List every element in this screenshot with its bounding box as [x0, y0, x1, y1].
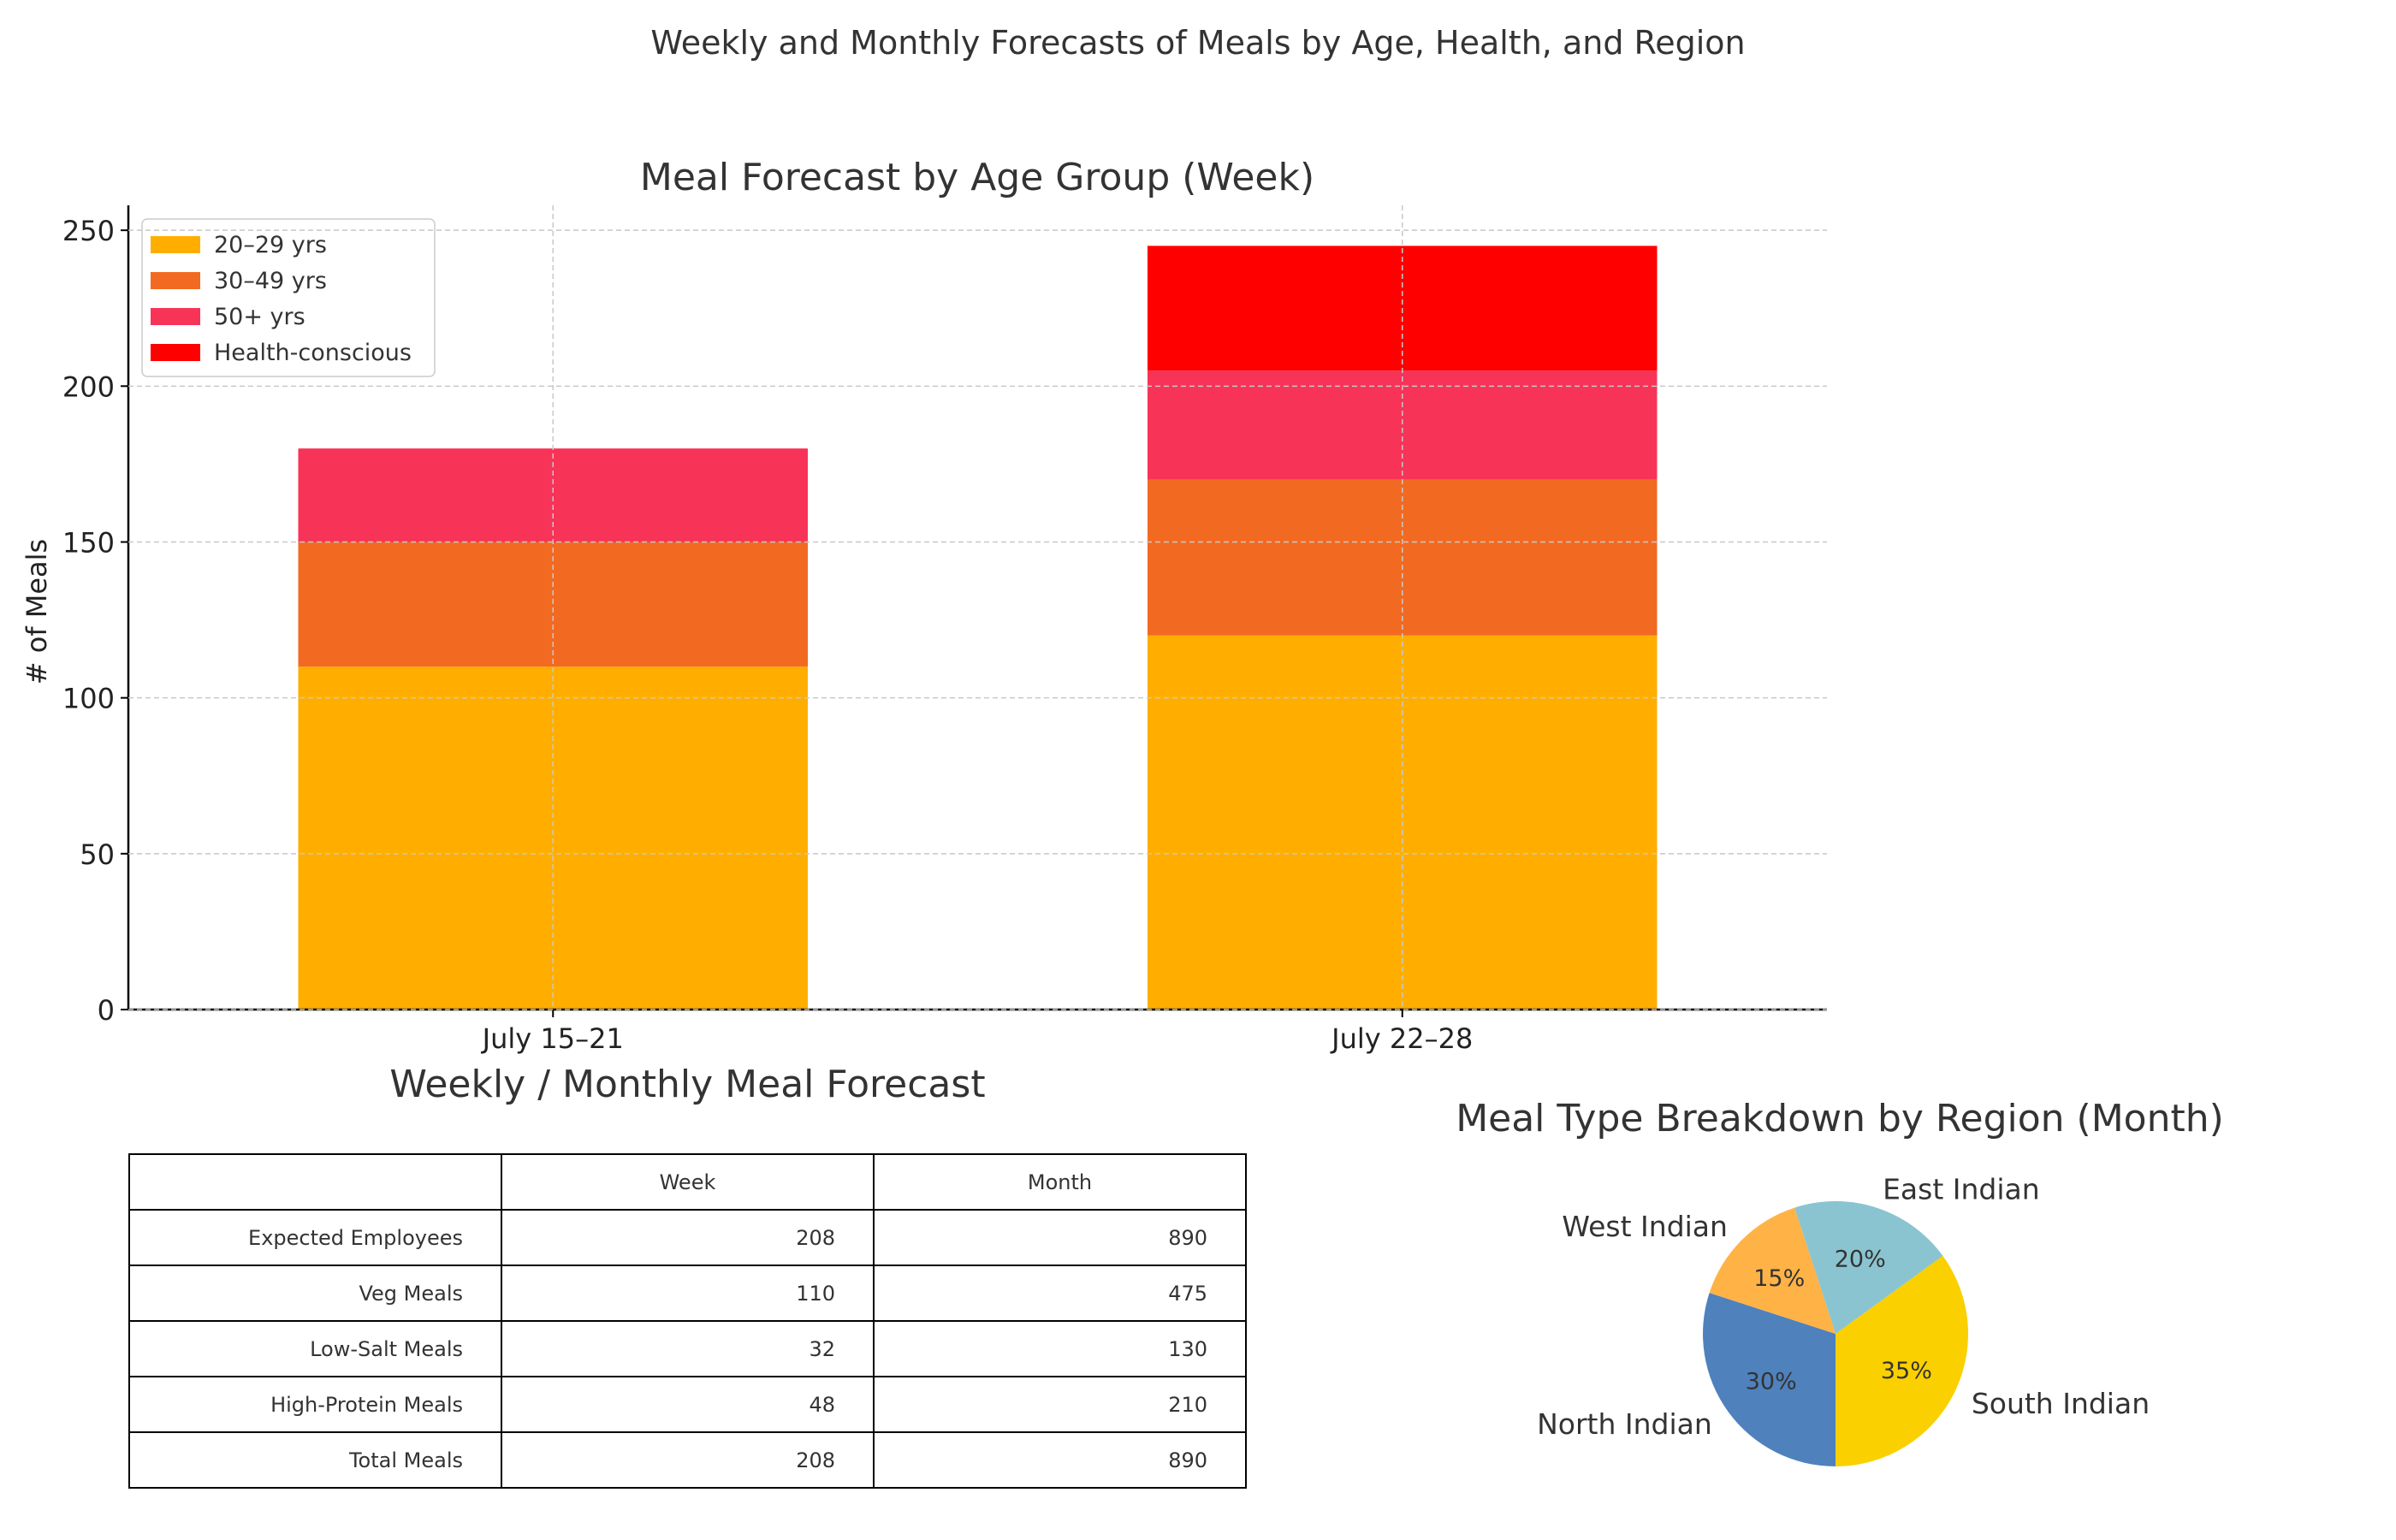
- legend-swatch: [151, 272, 200, 289]
- pie-slice: [1836, 1255, 1968, 1466]
- table-cell-month: 130: [873, 1320, 1247, 1377]
- table-cell-month: 475: [873, 1265, 1247, 1322]
- pie-pct-label: 30%: [1746, 1369, 1797, 1395]
- table-header-cell: Month: [873, 1153, 1247, 1211]
- bar-chart-title: Meal Forecast by Age Group (Week): [640, 156, 1314, 199]
- table-cell-week: 32: [501, 1320, 875, 1377]
- pie-slice: [1703, 1293, 1836, 1466]
- bar-segment: [298, 666, 808, 1010]
- table-cell-month: 890: [873, 1431, 1247, 1489]
- pie-labels: 30% North Indian 35% South Indian 20% East In…: [1537, 1172, 2150, 1440]
- table-header-cell: Week: [501, 1153, 875, 1211]
- legend: 20–29 yrs 30–49 yrs 50+ yrs Health-consciou…: [141, 218, 436, 377]
- y-axis-label: # of Meals: [21, 539, 53, 684]
- table-cell-label: Low-Salt Meals: [128, 1320, 502, 1377]
- pie-pct-label: 20%: [1835, 1247, 1886, 1273]
- table-row: Total Meals 208 890: [128, 1431, 1247, 1489]
- table-cell-label: Veg Meals: [128, 1265, 502, 1322]
- legend-label: 30–49 yrs: [214, 268, 327, 294]
- legend-swatch: [151, 344, 200, 361]
- table-cell-month: 210: [873, 1376, 1247, 1433]
- legend-swatch: [151, 308, 200, 325]
- table-title: Weekly / Monthly Meal Forecast: [389, 1063, 986, 1106]
- pie-slice-label: East Indian: [1883, 1172, 2040, 1205]
- grid-lines: [128, 205, 1827, 1010]
- y-tick-label: 250: [62, 215, 115, 247]
- legend-box: [141, 218, 436, 377]
- pie-slice: [1709, 1207, 1836, 1334]
- pie-slice: [1794, 1201, 1943, 1334]
- pie-slice-label: South Indian: [1972, 1387, 2150, 1420]
- stacked-bar-chart: Meal Forecast by Age Group (Week) # of M…: [21, 156, 1827, 1055]
- table-cell-week: 110: [501, 1265, 875, 1322]
- table-row: Low-Salt Meals 32 130: [128, 1320, 1247, 1377]
- y-tick-label: 0: [98, 994, 115, 1027]
- legend-swatch: [151, 236, 200, 253]
- table-cell-week: 208: [501, 1209, 875, 1266]
- pie-slice-label: West Indian: [1562, 1210, 1728, 1243]
- pie-pct-label: 35%: [1881, 1358, 1932, 1384]
- table-cell-label: High-Protein Meals: [128, 1376, 502, 1433]
- table-cell-label: Total Meals: [128, 1431, 502, 1489]
- table-cell-week: 48: [501, 1376, 875, 1433]
- table-row: Expected Employees 208 890: [128, 1209, 1247, 1266]
- y-tick-label: 200: [62, 370, 115, 403]
- pie-slices: [1703, 1201, 1968, 1466]
- pie-slice-label: North Indian: [1537, 1407, 1712, 1441]
- pie-chart: Meal Type Breakdown by Region (Month) 30…: [1456, 1097, 2224, 1466]
- table-header-cell: [128, 1153, 502, 1211]
- table-row: Veg Meals 110 475: [128, 1265, 1247, 1322]
- figure-suptitle: Weekly and Monthly Forecasts of Meals by…: [650, 24, 1746, 62]
- forecast-table: Week Month Expected Employees 208 890 Ve…: [128, 1153, 1247, 1489]
- table-row: High-Protein Meals 48 210: [128, 1376, 1247, 1433]
- pie-pct-label: 15%: [1753, 1265, 1805, 1292]
- pie-chart-title: Meal Type Breakdown by Region (Month): [1456, 1097, 2224, 1140]
- bars: [298, 246, 1658, 1010]
- x-tick-label: July 15–21: [481, 1022, 624, 1055]
- legend-label: 50+ yrs: [214, 304, 305, 330]
- table-cell-month: 890: [873, 1209, 1247, 1266]
- legend-label: 20–29 yrs: [214, 232, 327, 258]
- legend-label: Health-conscious: [214, 340, 412, 366]
- y-tick-label: 100: [62, 683, 115, 715]
- table-cell-week: 208: [501, 1431, 875, 1489]
- x-tick-label: July 22–28: [1330, 1022, 1473, 1055]
- table-header-row: Week Month: [128, 1153, 1247, 1211]
- y-tick-label: 50: [80, 838, 115, 871]
- table-cell-label: Expected Employees: [128, 1209, 502, 1266]
- y-tick-label: 150: [62, 526, 115, 559]
